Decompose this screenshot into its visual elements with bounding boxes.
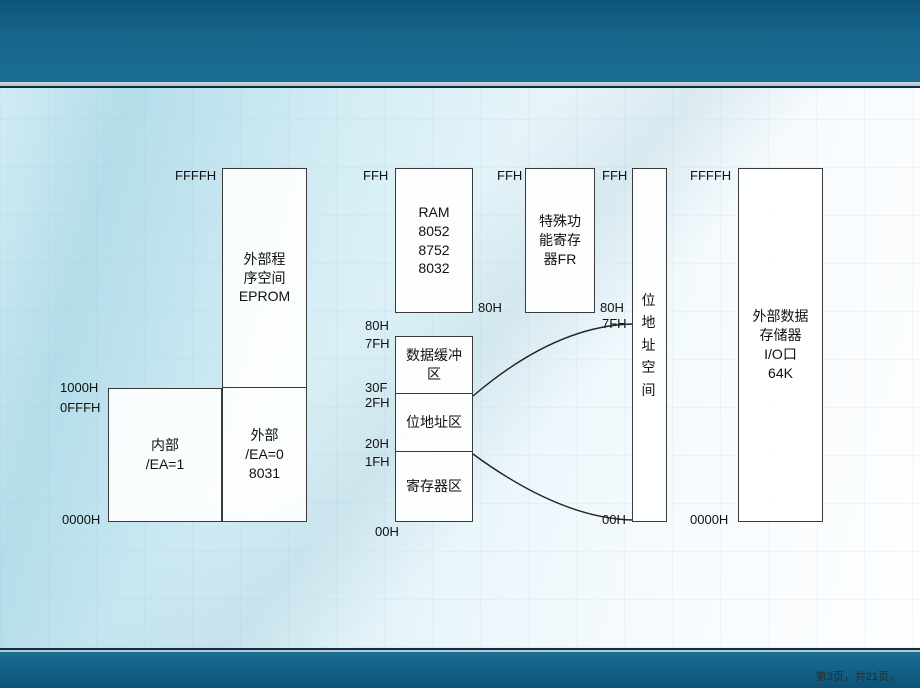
text: 寄存器区 <box>406 477 462 496</box>
text: 位地址区 <box>406 413 462 432</box>
memory-map-diagram: FFFFH 外部程 序空间 EPROM 1000H 0FFFH 内部 /EA=1… <box>0 88 920 648</box>
box-xdata: 外部数据 存储器 I/O口 64K <box>738 168 823 522</box>
box-ram: RAM 8052 8752 8032 <box>395 168 473 313</box>
addr-label: 0FFFH <box>60 400 100 415</box>
text: 外部数据 存储器 I/O口 64K <box>753 307 809 383</box>
addr-label: 80H <box>365 318 389 333</box>
box-sfr: 特殊功 能寄存 器FR <box>525 168 595 313</box>
text: 外部程 序空间 EPROM <box>239 250 290 307</box>
addr-label: 0000H <box>690 512 728 527</box>
page-counter: 第3页，共21页。 <box>816 668 900 684</box>
addr-label: 80H <box>600 300 624 315</box>
addr-label: 1000H <box>60 380 98 395</box>
text: 数据缓冲 区 <box>406 346 462 384</box>
box-internal: 内部 /EA=1 <box>108 388 222 522</box>
slide-body: FFFFH 外部程 序空间 EPROM 1000H 0FFFH 内部 /EA=1… <box>0 88 920 648</box>
addr-label: 0000H <box>62 512 100 527</box>
addr-label: FFFFH <box>175 168 216 183</box>
addr-label: FFH <box>363 168 388 183</box>
box-eprom: 外部程 序空间 EPROM <box>222 168 307 388</box>
addr-label: 7FH <box>602 316 627 331</box>
text: RAM 8052 8752 8032 <box>418 203 449 279</box>
box-bitspace: 位 地 址 空 间 <box>632 168 667 522</box>
addr-label: FFFFH <box>690 168 731 183</box>
header-band <box>0 0 920 84</box>
addr-label: 2FH <box>365 395 390 410</box>
addr-label: 20H <box>365 436 389 451</box>
text: 特殊功 能寄存 器FR <box>539 212 581 269</box>
addr-label: 00H <box>602 512 626 527</box>
addr-label: FFH <box>602 168 627 183</box>
addr-label: 00H <box>375 524 399 539</box>
text: 内部 /EA=1 <box>146 436 185 474</box>
addr-label: FFH <box>497 168 522 183</box>
text: 外部 /EA=0 8031 <box>245 426 284 483</box>
addr-label: 7FH <box>365 336 390 351</box>
addr-label: 1FH <box>365 454 390 469</box>
box-external: 外部 /EA=0 8031 <box>222 388 307 522</box>
footer-band: 第3页，共21页。 <box>0 652 920 688</box>
text: 位 地 址 空 间 <box>642 289 658 401</box>
addr-label: 30F <box>365 380 387 395</box>
addr-label: 80H <box>478 300 502 315</box>
box-lower-ram: 数据缓冲 区 位地址区 寄存器区 <box>395 336 473 522</box>
